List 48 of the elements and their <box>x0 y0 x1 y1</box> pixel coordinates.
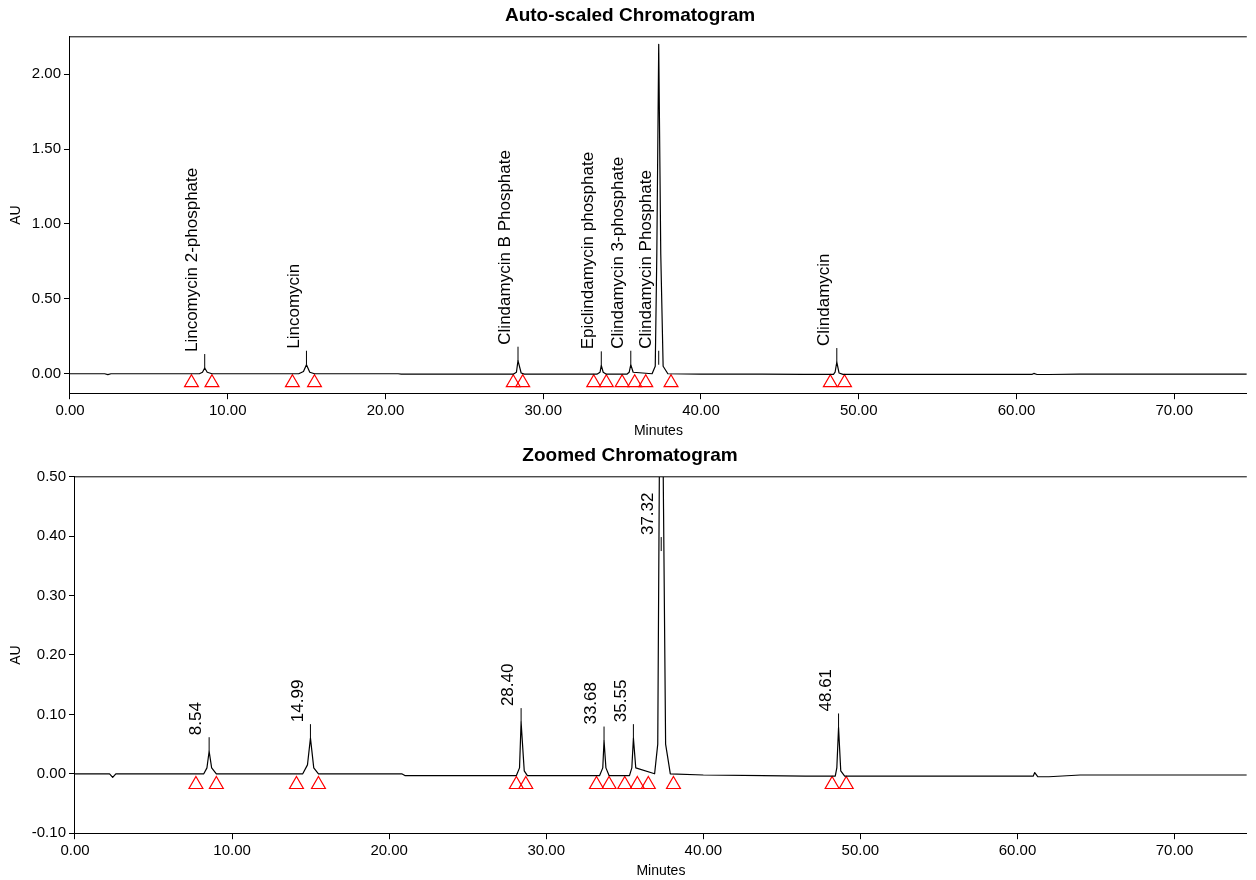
y-axis-title: AU <box>7 645 24 665</box>
y-axis-title: AU <box>7 205 24 225</box>
chart-title: Auto-scaled Chromatogram <box>504 3 756 25</box>
x-axis-title: Minutes <box>636 862 686 879</box>
y-tick-label: 0.00 <box>36 763 66 781</box>
annotation: 28.40 <box>498 663 518 707</box>
x-tick-label: 40.00 <box>682 401 720 419</box>
y-tick-label: 1.00 <box>31 214 61 232</box>
y-tick-label: -0.10 <box>31 823 66 841</box>
annotation: 37.32 <box>638 492 658 536</box>
annotation: 33.68 <box>581 681 601 725</box>
y-tick-label: 0.20 <box>36 645 66 663</box>
y-tick-label: 0.50 <box>31 289 61 306</box>
annotation: 8.54 <box>186 702 206 736</box>
x-tick-label: 60.00 <box>998 841 1037 859</box>
y-tick-label: 0.00 <box>31 363 61 381</box>
x-tick-label: 50.00 <box>841 841 880 859</box>
y-tick-label: 1.50 <box>31 139 61 157</box>
annotation: Clindamycin 3-phosphate <box>607 156 627 349</box>
y-tick-label: 0.10 <box>36 704 66 722</box>
x-tick-label: 20.00 <box>370 841 408 859</box>
y-tick-label: 0.40 <box>36 526 66 544</box>
annotation: Lincomycin 2-phosphate <box>181 167 201 353</box>
annotation: Lincomycin <box>283 263 303 349</box>
x-tick-label: 70.00 <box>1155 841 1194 859</box>
annotation: Clindamycin <box>814 253 833 347</box>
annotation: 14.99 <box>287 679 307 723</box>
annotation: 35.55 <box>610 679 630 723</box>
x-axis-title: Minutes <box>633 422 683 439</box>
x-tick-label: 50.00 <box>839 401 878 419</box>
x-tick-label: 30.00 <box>527 841 565 859</box>
x-tick-label: 70.00 <box>1155 401 1194 419</box>
annotation: 48.61 <box>815 668 835 712</box>
chart-title: Zoomed Chromatogram <box>522 443 738 465</box>
x-tick-label: 30.00 <box>524 401 563 419</box>
x-tick-label: 10.00 <box>208 401 247 419</box>
y-tick-label: 2.00 <box>31 64 61 82</box>
y-tick-label: 0.30 <box>36 585 66 603</box>
annotation: Clindamycin Phosphate <box>635 170 655 349</box>
annotation: Clindamycin B Phosphate <box>495 150 515 345</box>
x-tick-label: 10.00 <box>213 841 251 859</box>
x-tick-label: 0.00 <box>55 401 85 419</box>
x-tick-label: 60.00 <box>997 401 1036 419</box>
annotation: Epiclindamycin phosphate <box>578 151 598 350</box>
y-tick-label: 0.50 <box>36 466 66 484</box>
x-tick-label: 0.00 <box>60 841 90 859</box>
x-tick-label: 40.00 <box>684 841 723 859</box>
x-tick-label: 20.00 <box>366 401 405 419</box>
